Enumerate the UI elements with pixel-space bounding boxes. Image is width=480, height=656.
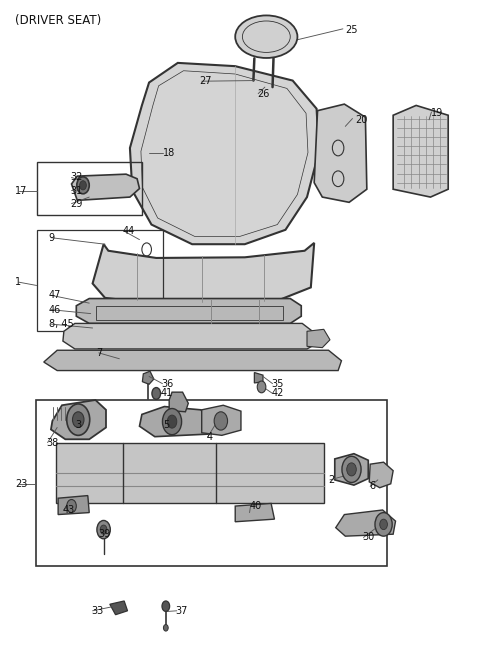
Text: 9: 9 bbox=[48, 233, 55, 243]
Text: 4: 4 bbox=[206, 432, 213, 442]
Polygon shape bbox=[51, 400, 106, 440]
Circle shape bbox=[77, 176, 89, 194]
Text: 7: 7 bbox=[96, 348, 103, 358]
Circle shape bbox=[80, 180, 86, 190]
Polygon shape bbox=[72, 174, 140, 200]
Circle shape bbox=[97, 520, 110, 539]
Polygon shape bbox=[143, 371, 154, 384]
Polygon shape bbox=[140, 407, 211, 437]
Polygon shape bbox=[130, 63, 319, 244]
Text: 41: 41 bbox=[161, 388, 173, 398]
Polygon shape bbox=[58, 495, 89, 514]
Text: 39: 39 bbox=[99, 529, 111, 539]
Polygon shape bbox=[393, 106, 448, 197]
Bar bbox=[251, 77, 257, 83]
Circle shape bbox=[167, 415, 177, 428]
Circle shape bbox=[67, 404, 90, 436]
Text: 35: 35 bbox=[271, 379, 284, 388]
Polygon shape bbox=[314, 104, 367, 202]
Text: 19: 19 bbox=[432, 108, 444, 118]
Circle shape bbox=[67, 499, 76, 512]
Text: 38: 38 bbox=[46, 438, 59, 447]
Polygon shape bbox=[335, 454, 368, 485]
Bar bbox=[36, 162, 142, 215]
Text: 46: 46 bbox=[48, 304, 61, 315]
Text: 8, 45: 8, 45 bbox=[48, 319, 73, 329]
Bar bbox=[56, 443, 324, 503]
Ellipse shape bbox=[235, 16, 298, 58]
Polygon shape bbox=[235, 503, 275, 522]
Polygon shape bbox=[169, 392, 188, 412]
Circle shape bbox=[72, 412, 84, 428]
Circle shape bbox=[163, 625, 168, 631]
Polygon shape bbox=[76, 298, 301, 323]
Text: 5: 5 bbox=[163, 420, 169, 430]
Circle shape bbox=[162, 409, 181, 435]
Text: 29: 29 bbox=[70, 199, 83, 209]
Polygon shape bbox=[63, 323, 322, 349]
Bar bbox=[36, 230, 163, 331]
Circle shape bbox=[100, 525, 107, 534]
Text: 25: 25 bbox=[345, 25, 358, 35]
Text: 32: 32 bbox=[70, 173, 83, 182]
Text: 42: 42 bbox=[271, 388, 284, 398]
Text: 36: 36 bbox=[161, 379, 173, 388]
Polygon shape bbox=[202, 405, 241, 436]
Text: 33: 33 bbox=[92, 605, 104, 616]
Text: 31: 31 bbox=[70, 186, 83, 195]
Text: 30: 30 bbox=[362, 533, 374, 543]
Circle shape bbox=[152, 388, 160, 400]
Polygon shape bbox=[254, 373, 263, 383]
Text: 1: 1 bbox=[15, 277, 21, 287]
Circle shape bbox=[257, 381, 266, 393]
Bar bbox=[36, 400, 387, 565]
Circle shape bbox=[347, 463, 356, 476]
Circle shape bbox=[214, 412, 228, 430]
Circle shape bbox=[162, 601, 169, 611]
Text: 23: 23 bbox=[15, 479, 27, 489]
Text: 44: 44 bbox=[123, 226, 135, 236]
Text: 6: 6 bbox=[369, 482, 375, 491]
Text: 26: 26 bbox=[257, 89, 269, 98]
Bar bbox=[96, 306, 283, 320]
Polygon shape bbox=[307, 329, 330, 348]
Polygon shape bbox=[336, 510, 396, 536]
Bar bbox=[270, 85, 276, 91]
Text: 37: 37 bbox=[175, 605, 188, 616]
Text: 27: 27 bbox=[199, 76, 212, 86]
Text: 40: 40 bbox=[250, 501, 262, 511]
Circle shape bbox=[342, 457, 361, 483]
Polygon shape bbox=[110, 601, 128, 615]
Text: 47: 47 bbox=[48, 290, 61, 300]
Circle shape bbox=[380, 519, 387, 529]
Circle shape bbox=[375, 512, 392, 536]
Polygon shape bbox=[44, 350, 341, 371]
Text: 18: 18 bbox=[163, 148, 176, 157]
Text: 2: 2 bbox=[328, 475, 335, 485]
Text: 43: 43 bbox=[63, 505, 75, 515]
Polygon shape bbox=[369, 462, 393, 487]
Text: 20: 20 bbox=[355, 115, 367, 125]
Text: 3: 3 bbox=[75, 420, 81, 430]
Polygon shape bbox=[93, 243, 314, 304]
Text: 17: 17 bbox=[15, 186, 27, 195]
Text: (DRIVER SEAT): (DRIVER SEAT) bbox=[15, 14, 101, 27]
